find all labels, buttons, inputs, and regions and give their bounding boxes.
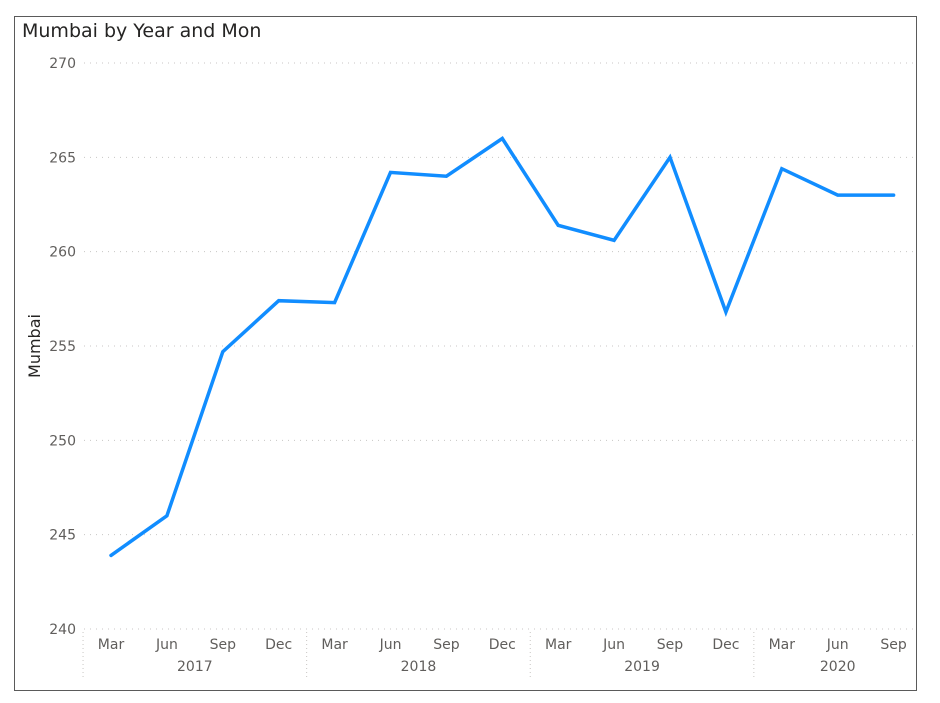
x-tick-label-month: Jun xyxy=(602,637,625,653)
y-tick-label: 240 xyxy=(49,622,76,638)
gridlines xyxy=(84,62,914,630)
x-tick-label-year: 2020 xyxy=(820,659,856,675)
x-tick-label-month: Dec xyxy=(712,637,739,653)
x-tick-label-month: Sep xyxy=(433,637,460,653)
y-tick-label: 265 xyxy=(49,150,76,166)
x-tick-label-month: Dec xyxy=(265,637,292,653)
x-tick-label-month: Sep xyxy=(880,637,907,653)
chart-frame xyxy=(14,16,917,691)
series-line-path xyxy=(109,136,896,558)
y-tick-label: 245 xyxy=(49,528,76,544)
x-axis: Mar Jun Sep Dec 2017 Mar Jun Sep Dec 2018 Mar Jun Se… xyxy=(82,632,907,680)
y-tick-label: 270 xyxy=(49,56,76,72)
y-tick-label: 250 xyxy=(49,433,76,449)
y-axis: 240 245 250 255 260 265 270 xyxy=(49,56,76,638)
x-tick-label-month: Mar xyxy=(98,637,125,653)
y-axis-label: Mumbai xyxy=(25,314,44,378)
x-tick-label-month: Mar xyxy=(769,637,796,653)
x-tick-label-month: Sep xyxy=(210,637,237,653)
x-tick-label-year: 2019 xyxy=(624,659,660,675)
chart-title: Mumbai by Year and Mon xyxy=(22,20,262,42)
x-tick-label-year: 2017 xyxy=(177,659,213,675)
x-tick-label-month: Mar xyxy=(545,637,572,653)
x-tick-label-month: Jun xyxy=(379,637,402,653)
x-tick-label-month: Sep xyxy=(657,637,684,653)
y-tick-label: 260 xyxy=(49,245,76,261)
x-tick-label-month: Jun xyxy=(826,637,849,653)
x-tick-label-month: Jun xyxy=(155,637,178,653)
x-tick-label-month: Dec xyxy=(489,637,516,653)
series-line xyxy=(109,136,896,558)
x-tick-label-year: 2018 xyxy=(401,659,437,675)
x-tick-label-month: Mar xyxy=(321,637,348,653)
y-tick-label: 255 xyxy=(49,339,76,355)
